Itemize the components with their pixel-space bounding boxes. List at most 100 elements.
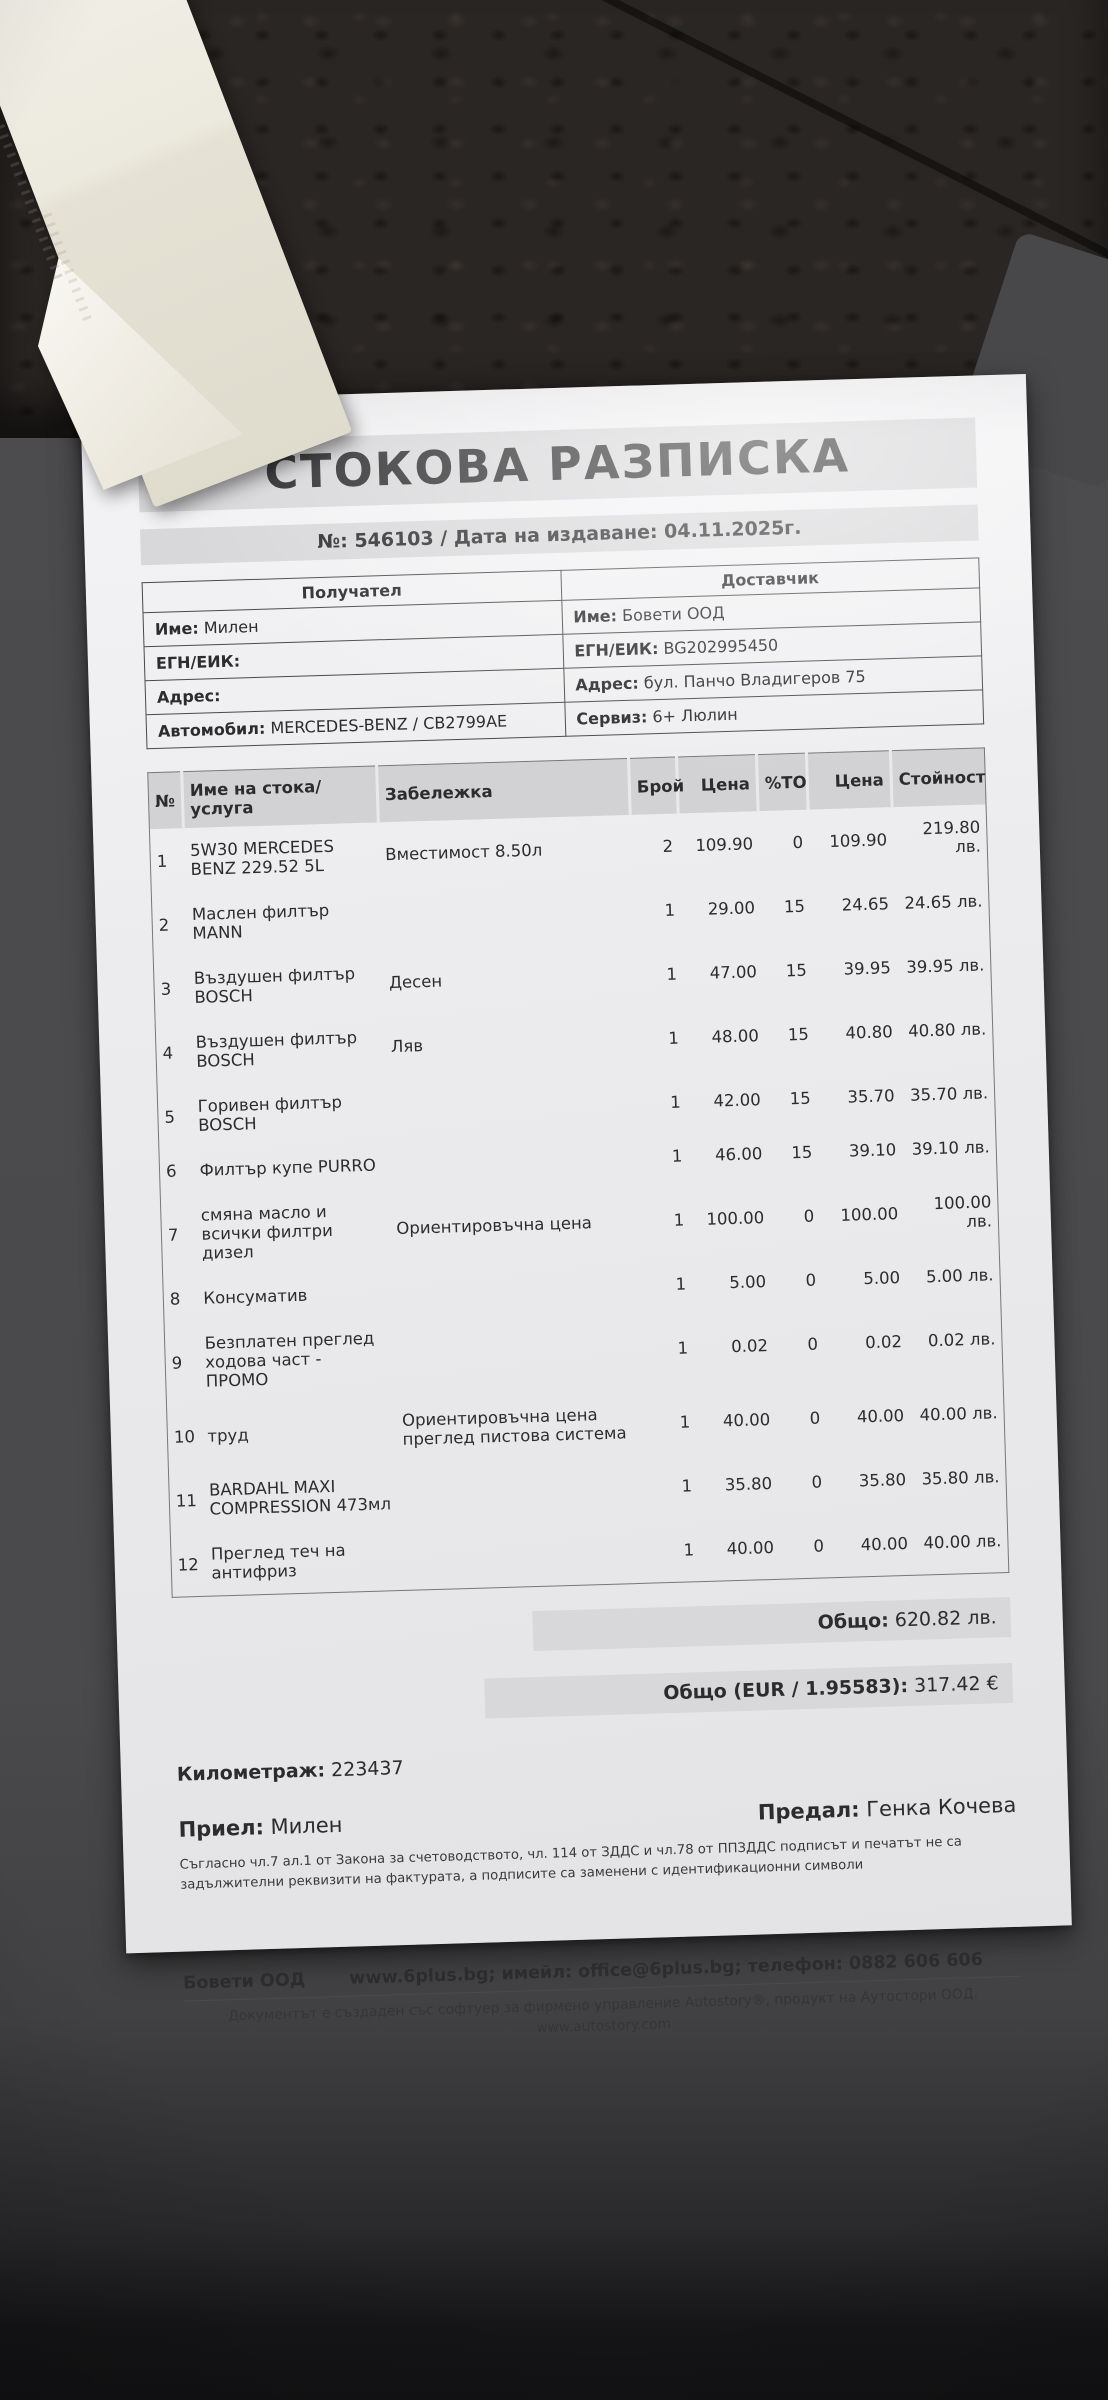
mileage-line: Километраж: 223437 bbox=[177, 1739, 1015, 1786]
item-qty: 1 bbox=[681, 1475, 693, 1496]
col-header-qty: Брой bbox=[628, 756, 684, 815]
item-name: Въздушен филтър BOSCH bbox=[193, 964, 356, 1007]
item-name: Преглед теч на антифриз bbox=[210, 1540, 346, 1583]
supplier-egn-value: BG202995450 bbox=[663, 635, 779, 658]
item-discount: 15 bbox=[785, 960, 808, 980]
recipient-name-label: Име: bbox=[154, 618, 199, 639]
item-name: BARDAHL MAXI COMPRESSION 473мл bbox=[208, 1476, 392, 1519]
leather-seam bbox=[556, 0, 1108, 268]
item-no: 3 bbox=[160, 979, 172, 999]
total-value: 620.82 лв. bbox=[894, 1606, 997, 1632]
item-price: 0.02 bbox=[730, 1336, 769, 1357]
item-net-price: 35.70 bbox=[847, 1085, 895, 1107]
item-net-price: 39.95 bbox=[843, 957, 892, 979]
supplier-egn-label: ЕГН/ЕИК: bbox=[574, 638, 659, 661]
item-name: Горивен филтър BOSCH bbox=[197, 1092, 343, 1135]
delivered-by: Предал: Генка Кочева bbox=[758, 1793, 1017, 1825]
item-net-price: 40.80 bbox=[845, 1021, 894, 1043]
goods-receipt-document: СТОКОВА РАЗПИСКА №: 546103 / Дата на изд… bbox=[80, 373, 1072, 2036]
recipient-egn-label: ЕГН/ЕИК: bbox=[155, 651, 241, 673]
received-by: Приел: Милен bbox=[178, 1813, 343, 1842]
item-name: смяна масло и всички филтри дизел bbox=[200, 1202, 334, 1263]
item-note bbox=[380, 879, 634, 950]
legal-text: Съгласно чл.7 ал.1 от Закона за счетовод… bbox=[179, 1834, 963, 1893]
item-no: 10 bbox=[173, 1426, 196, 1447]
item-name: Консуматив bbox=[203, 1285, 308, 1308]
item-no: 9 bbox=[171, 1353, 183, 1373]
item-net-price: 35.80 bbox=[858, 1469, 907, 1490]
item-net-price: 40.00 bbox=[856, 1405, 905, 1426]
item-net-price: 24.65 bbox=[841, 893, 890, 915]
item-no: 5 bbox=[164, 1107, 176, 1127]
item-total: 219.80 лв. bbox=[922, 817, 982, 857]
supplier-address-value: бул. Панчо Владигеров 75 bbox=[643, 666, 866, 693]
parties-table: Получател Доставчик Име: Милен Име: Бове… bbox=[142, 557, 985, 749]
item-discount: 0 bbox=[807, 1334, 819, 1354]
folded-receipt-paper bbox=[0, 0, 353, 540]
item-note: Ляв bbox=[390, 1035, 424, 1056]
item-qty: 1 bbox=[679, 1411, 691, 1432]
item-note bbox=[392, 1263, 645, 1315]
item-no: 11 bbox=[175, 1490, 198, 1511]
item-note bbox=[399, 1519, 653, 1591]
item-no: 8 bbox=[169, 1289, 181, 1309]
item-net-price: 39.10 bbox=[848, 1140, 897, 1161]
item-price: 40.00 bbox=[726, 1537, 775, 1558]
item-net-price: 100.00 bbox=[840, 1204, 899, 1225]
item-note bbox=[393, 1308, 647, 1398]
item-discount: 0 bbox=[809, 1408, 821, 1428]
item-total: 40.00 лв. bbox=[919, 1402, 998, 1425]
item-name: Маслен филтър MANN bbox=[191, 900, 330, 943]
item-total: 35.70 лв. bbox=[909, 1082, 989, 1105]
item-price: 46.00 bbox=[714, 1144, 763, 1165]
company-name: Бовети ООД bbox=[182, 1969, 306, 1994]
item-no: 12 bbox=[177, 1554, 200, 1575]
vehicle-value: MERCEDES-BENZ / CB2799AE bbox=[270, 711, 508, 738]
item-name: Безплатен преглед ходова част - ПРОМО bbox=[204, 1328, 375, 1391]
company-contacts: www.6plus.bg; имейл: office@6plus.bg; те… bbox=[348, 1949, 984, 1989]
item-no: 6 bbox=[165, 1161, 177, 1181]
item-note: Ориентировъчна цена преглед пистова сист… bbox=[401, 1405, 627, 1449]
item-discount: 0 bbox=[803, 1206, 815, 1226]
total-band: Общо: 620.82 лв. bbox=[532, 1596, 1012, 1652]
item-discount: 15 bbox=[783, 896, 806, 916]
supplier-name-value: Бовети ООД bbox=[621, 603, 725, 626]
item-total: 100.00 лв. bbox=[933, 1191, 993, 1231]
vehicle-label: Автомобил: bbox=[157, 718, 266, 741]
col-header-no: № bbox=[147, 771, 184, 830]
item-no: 4 bbox=[162, 1043, 174, 1063]
items-table: № Име на стока/услуга Забележка Брой Цен… bbox=[147, 747, 1010, 1598]
supplier-address-label: Адрес: bbox=[575, 673, 640, 695]
item-discount: 15 bbox=[789, 1088, 811, 1108]
item-note: Вместимост 8.50л bbox=[384, 840, 543, 864]
item-discount: 0 bbox=[792, 832, 804, 852]
item-name: 5W30 MERCEDES BENZ 229.52 5L bbox=[189, 836, 335, 879]
item-total: 0.02 лв. bbox=[927, 1329, 996, 1351]
item-note bbox=[386, 1071, 640, 1142]
item-price: 35.80 bbox=[724, 1473, 773, 1494]
recipient-name-value: Милен bbox=[203, 616, 259, 638]
delivered-label: Предал: bbox=[757, 1797, 860, 1825]
item-no: 7 bbox=[167, 1225, 179, 1245]
mileage-value: 223437 bbox=[330, 1757, 404, 1782]
item-total: 5.00 лв. bbox=[925, 1265, 994, 1287]
service-value: 6+ Люлин bbox=[652, 704, 738, 727]
item-price: 48.00 bbox=[711, 1025, 760, 1047]
item-price: 5.00 bbox=[729, 1272, 767, 1293]
col-header-total: Стойност bbox=[890, 747, 987, 808]
item-discount: 0 bbox=[813, 1535, 825, 1556]
item-qty: 1 bbox=[671, 1146, 683, 1166]
col-header-name: Име на стока/услуга bbox=[181, 765, 379, 829]
item-qty: 1 bbox=[664, 900, 676, 920]
item-qty: 1 bbox=[669, 1092, 682, 1112]
item-qty: 1 bbox=[666, 964, 678, 984]
item-note bbox=[388, 1135, 641, 1187]
item-name: труд bbox=[207, 1424, 249, 1446]
item-qty: 2 bbox=[662, 836, 674, 856]
item-net-price: 40.00 bbox=[860, 1533, 909, 1554]
item-price: 40.00 bbox=[722, 1409, 771, 1430]
item-name: Въздушен филтър BOSCH bbox=[195, 1028, 358, 1071]
col-header-net-price: Цена bbox=[806, 750, 893, 810]
item-price: 109.90 bbox=[695, 833, 754, 855]
